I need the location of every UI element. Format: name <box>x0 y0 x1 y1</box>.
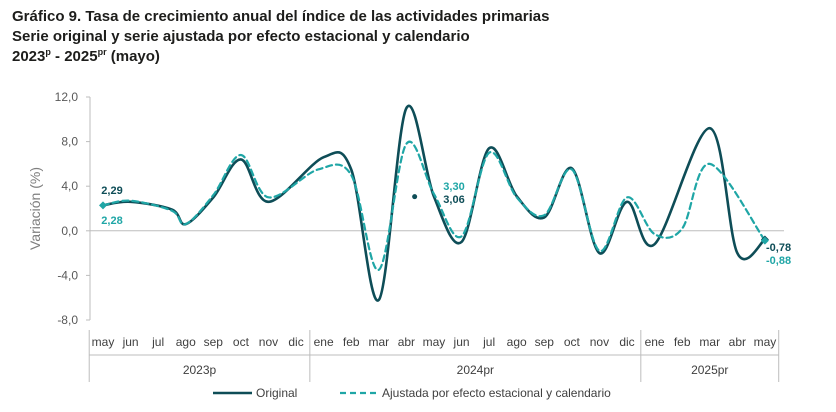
x-tick-label: ago <box>507 335 527 349</box>
x-tick-label: jul <box>151 335 164 349</box>
y-tick-label: 4,0 <box>61 179 78 193</box>
start-marker <box>99 201 107 210</box>
chart-title: Gráfico 9. Tasa de crecimiento anual del… <box>12 7 549 67</box>
legend-label-ajustada: Ajustada por efecto estacional y calenda… <box>382 386 611 400</box>
point-labels: 2,29 2,28 3,303,06 -0,78-0,88 <box>101 181 791 267</box>
x-tick-label: abr <box>729 335 746 349</box>
end-marker-ajustada <box>760 236 769 245</box>
point-label: -0,78 <box>766 242 791 254</box>
point-label: 2,28 <box>101 215 122 227</box>
series-line-original <box>101 104 767 302</box>
y-tick-label: 0,0 <box>61 224 78 238</box>
x-tick-label: mar <box>699 335 720 349</box>
y-tick-label: 8,0 <box>61 135 78 149</box>
x-tick-label: oct <box>233 335 250 349</box>
title-line-3: 2023p - 2025pr (mayo) <box>12 47 160 66</box>
y-tick-label: -4,0 <box>57 268 78 282</box>
series-layer <box>99 104 769 302</box>
y-tick-label: -8,0 <box>57 313 78 327</box>
x-tick-label: sep <box>535 335 555 349</box>
y-tick-label: 12,0 <box>55 90 79 104</box>
point-label: 3,06 <box>443 194 464 206</box>
x-tick-label: dic <box>619 335 634 349</box>
x-tick-label: jul <box>482 335 495 349</box>
x-tick-label: jun <box>453 335 470 349</box>
y-axis-title: Variación (%) <box>27 167 43 250</box>
x-group-label: 2025pr <box>691 363 728 377</box>
x-group-label: 2024pr <box>457 363 494 377</box>
x-tick-label: abr <box>398 335 415 349</box>
x-tick-label: sep <box>204 335 224 349</box>
x-tick-label: feb <box>343 335 360 349</box>
x-tick-label: ene <box>314 335 334 349</box>
title-line-2: Serie original y serie ajustada por efec… <box>12 28 470 45</box>
x-tick-label: jun <box>122 335 139 349</box>
x-tick-label: mar <box>368 335 389 349</box>
x-tick-label: may <box>423 335 446 349</box>
x-tick-label: feb <box>674 335 691 349</box>
x-tick-label: oct <box>564 335 581 349</box>
x-group-label: 2023p <box>183 363 217 377</box>
x-tick-label: nov <box>259 335 278 349</box>
point-label: -0,88 <box>766 255 791 267</box>
x-tick-label: may <box>754 335 777 349</box>
x-tick-label: may <box>92 335 115 349</box>
x-tick-label: dic <box>288 335 303 349</box>
point-marker <box>412 194 418 200</box>
chart-legend: Original Ajustada por efecto estacional y… <box>213 386 611 400</box>
point-label: 2,29 <box>101 185 122 197</box>
x-tick-label: ago <box>176 335 196 349</box>
point-label: 3,30 <box>443 181 464 193</box>
legend-label-original: Original <box>256 386 297 400</box>
title-line-1: Gráfico 9. Tasa de crecimiento anual del… <box>12 8 550 25</box>
series-line-ajustada <box>101 140 767 271</box>
x-tick-label: ene <box>645 335 665 349</box>
x-tick-label: nov <box>590 335 609 349</box>
